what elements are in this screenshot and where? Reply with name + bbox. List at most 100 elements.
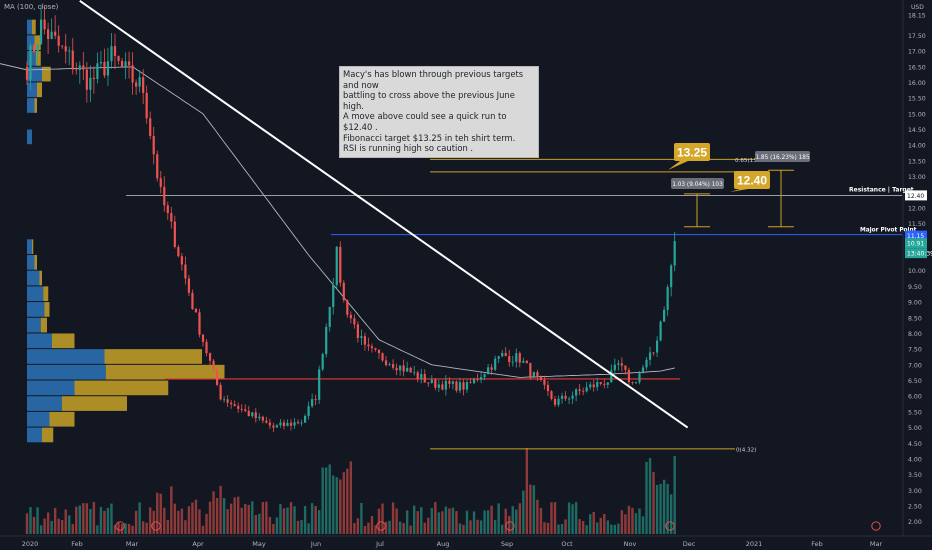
volume-bar (85, 503, 89, 534)
volume-bar (198, 509, 201, 534)
volume-profile-up (27, 333, 52, 349)
volume-bar (444, 506, 448, 534)
event-markers (115, 521, 881, 531)
candle-body (346, 300, 349, 315)
volume-bar (272, 524, 275, 534)
volume-bar (596, 522, 599, 534)
candle-body (613, 364, 616, 371)
volume-bar (413, 505, 416, 534)
price-tick-label: 17.50 (908, 33, 926, 40)
volume-bar (574, 502, 578, 534)
price-tick-label: 13.00 (908, 174, 926, 181)
volume-profile-down (104, 349, 202, 364)
candle-body (511, 361, 514, 363)
candle-body (582, 390, 585, 392)
candle-body (543, 380, 546, 385)
candle-body (487, 367, 490, 375)
time-tick-label: Jul (375, 540, 384, 548)
candle-body (596, 382, 599, 388)
candle-body (166, 205, 169, 214)
candle-body (648, 352, 652, 360)
time-tick-label: Aug (437, 540, 450, 548)
volume-profile-down (44, 302, 50, 317)
volume-bar (353, 523, 356, 534)
volume-bar (402, 523, 405, 534)
volume-bar (504, 508, 507, 534)
volume-bar (43, 518, 46, 534)
candle-body (508, 356, 511, 363)
volume-bar (384, 521, 388, 534)
candle-body (201, 334, 205, 342)
candle-body (437, 384, 440, 388)
volume-bar (490, 505, 493, 534)
price-tick-label: 8.00 (908, 331, 922, 338)
volume-bar (356, 518, 360, 534)
candle-body (198, 312, 201, 335)
volume-bar (332, 475, 335, 534)
volume-profile-up (27, 427, 42, 443)
candle-body (82, 65, 85, 70)
candle-body (592, 384, 595, 388)
volume-bar (240, 507, 243, 534)
candle-body (296, 422, 300, 424)
candle-body (247, 410, 250, 417)
price-tick-label: 5.50 (908, 409, 922, 416)
volume-bar (613, 524, 617, 534)
candle-body (532, 372, 535, 377)
candle-body (631, 382, 634, 383)
candle-body (142, 77, 145, 93)
candle-body (332, 285, 335, 307)
candle-body (194, 308, 198, 313)
candle-body (170, 213, 173, 222)
candle-body (180, 256, 183, 265)
volume-bar (275, 517, 279, 534)
volume-bar (458, 523, 462, 534)
candle-body (92, 77, 95, 80)
price-tick-label: 13.50 (908, 158, 926, 165)
volume-profile-up (27, 396, 62, 411)
analysis-note[interactable]: Macy's has blown through previous target… (339, 66, 539, 158)
candle-body (61, 45, 64, 47)
candle-body (156, 154, 159, 179)
candle-body (32, 45, 36, 53)
volume-bar (310, 503, 314, 534)
volume-bar (578, 519, 581, 534)
volume-bar (314, 505, 317, 534)
volume-bar (159, 493, 162, 534)
candle-body (497, 356, 500, 359)
price-badge-text: 10.91 (907, 241, 924, 248)
candle-body (395, 367, 398, 371)
volume-profile-down (37, 82, 42, 98)
time-tick-label: Oct (561, 540, 573, 548)
candle-body (413, 372, 416, 374)
candle-body (85, 69, 88, 90)
volume-bar (317, 510, 321, 534)
candle-body (145, 92, 148, 119)
candle-body (455, 381, 458, 391)
price-tick-label: 3.00 (908, 488, 922, 495)
volume-bar (131, 525, 134, 534)
candle-body (388, 364, 391, 366)
candle-body (670, 265, 673, 288)
candle-body (89, 77, 92, 90)
candle-body (311, 399, 314, 407)
candle-body (652, 352, 655, 354)
candle-body (43, 19, 46, 30)
candle-body (325, 326, 328, 355)
volume-bar (486, 510, 490, 534)
volume-bar (451, 507, 455, 534)
candle-body (575, 389, 578, 396)
ma-indicator-legend[interactable]: MA (100, close) (4, 3, 59, 11)
volume-bar (286, 507, 289, 534)
candle-body (335, 246, 338, 286)
candle-body (184, 264, 187, 279)
price-tick-label: 14.50 (908, 127, 926, 134)
volume-bar (525, 448, 529, 534)
volume-bar (261, 502, 265, 534)
volume-bar (374, 525, 377, 534)
measure-bracket-a (684, 193, 710, 228)
volume-bar (469, 520, 472, 534)
candle-body (399, 365, 402, 371)
volume-bar (265, 501, 268, 534)
volume-bar (205, 513, 208, 534)
